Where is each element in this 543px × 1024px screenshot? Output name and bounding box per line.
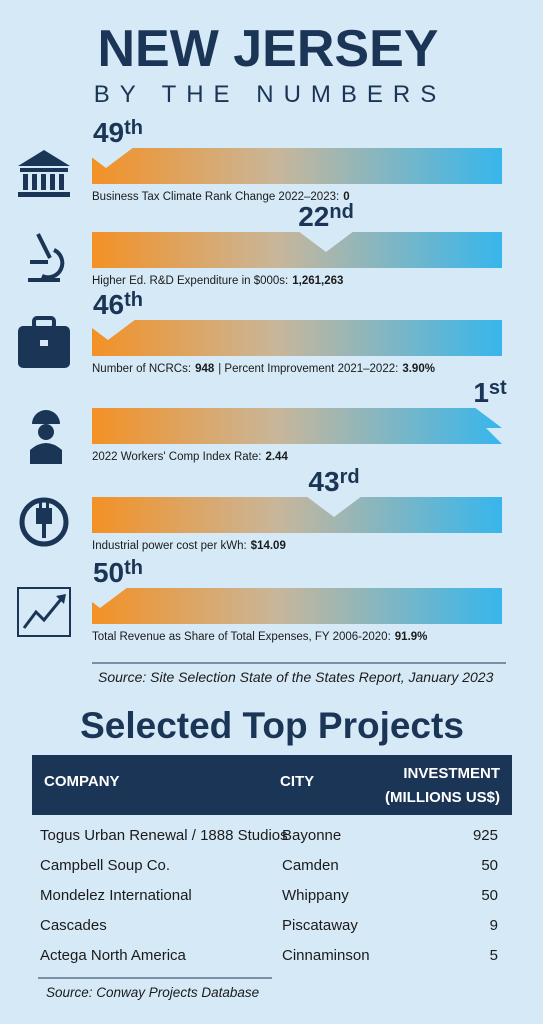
label-text: Higher Ed. R&D Expenditure in $000s: [92, 275, 288, 287]
rank: 46th [93, 289, 143, 320]
metric-label: Total Revenue as Share of Total Expenses… [92, 631, 427, 643]
label-text: 2022 Workers' Comp Index Rate: [92, 451, 261, 463]
label-text: | Percent Improvement 2021–2022: [218, 363, 398, 375]
label-value: $14.09 [251, 540, 286, 552]
city: Cinnaminson [282, 947, 370, 964]
rank-bar [92, 588, 502, 624]
label-text: Total Revenue as Share of Total Expenses… [92, 631, 391, 643]
metric-label: Business Tax Climate Rank Change 2022–20… [92, 191, 350, 203]
rank-notch [72, 587, 128, 608]
city: Bayonne [282, 827, 341, 844]
title: NEW JERSEY [98, 20, 439, 78]
icon-briefcase [18, 316, 70, 368]
rank: 22nd [298, 201, 354, 232]
rank-bar [92, 232, 502, 268]
label-text: Number of NCRCs: [92, 363, 191, 375]
company: Togus Urban Renewal / 1888 Studios [40, 827, 288, 844]
table-header-cell: CITY [280, 773, 314, 790]
rank-number: 43 [308, 466, 339, 497]
label-value: 0 [343, 191, 349, 203]
rank: 1st [473, 377, 507, 408]
rank-suffix: th [124, 557, 143, 579]
company: Mondelez International [40, 887, 192, 904]
investment: 925 [473, 827, 498, 844]
rank-notch [306, 496, 362, 517]
city: Camden [282, 857, 339, 874]
rank: 43rd [308, 466, 359, 497]
rank: 50th [93, 557, 143, 588]
rank-suffix: nd [329, 201, 353, 223]
table-header-cell: (MILLIONS US$) [385, 789, 500, 806]
table-header-cell: INVESTMENT [403, 765, 500, 782]
label-value: 948 [195, 363, 215, 375]
metric-label: Higher Ed. R&D Expenditure in $000s: 1,26… [92, 275, 343, 287]
investment: 50 [481, 857, 498, 874]
icon-bank [18, 150, 70, 197]
rank-suffix: th [124, 117, 143, 139]
rank-notch [298, 231, 354, 252]
rank-number: 1 [473, 377, 489, 408]
rank-notch [78, 147, 134, 168]
label-value: 91.9% [395, 631, 428, 643]
rank-number: 22 [298, 201, 329, 232]
metric-label: 2022 Workers' Comp Index Rate: 2.44 [92, 451, 288, 463]
company: Actega North America [40, 947, 187, 964]
label-text: Business Tax Climate Rank Change 2022–20… [92, 191, 339, 203]
rank-bar [92, 320, 502, 356]
rank-number: 50 [93, 557, 124, 588]
source: Source: Conway Projects Database [46, 985, 259, 1000]
source: Source: Site Selection State of the Stat… [98, 669, 494, 685]
city: Piscataway [282, 917, 358, 934]
investment: 5 [490, 947, 498, 964]
rank-bar [92, 408, 502, 444]
rank-number: 46 [93, 289, 124, 320]
company: Campbell Soup Co. [40, 857, 170, 874]
rank-bar [92, 148, 502, 184]
rank-bar [92, 497, 502, 533]
rank-notch [80, 319, 136, 340]
table-header-cell: COMPANY [44, 773, 120, 790]
label-text: Industrial power cost per kWh: [92, 540, 247, 552]
table-header [32, 755, 512, 815]
section-title: Selected Top Projects [80, 705, 464, 746]
investment: 50 [481, 887, 498, 904]
label-value: 2.44 [265, 451, 288, 463]
icon-worker [30, 410, 62, 464]
rank-suffix: rd [340, 466, 360, 488]
icon-microscope [28, 233, 65, 282]
rank-notch [474, 407, 530, 428]
rank-number: 49 [93, 117, 124, 148]
city: Whippany [282, 887, 349, 904]
label-value: 1,261,263 [292, 275, 343, 287]
rank: 49th [93, 117, 143, 148]
subtitle: BY THE NUMBERS [94, 81, 447, 108]
metric-label: Number of NCRCs: 948 | Percent Improvement… [92, 363, 435, 375]
rank-suffix: st [489, 377, 507, 399]
company: Cascades [40, 917, 107, 934]
investment: 9 [490, 917, 498, 934]
rank-suffix: th [124, 289, 143, 311]
rank-notch [486, 428, 503, 445]
table-body: Togus Urban Renewal / 1888 StudiosBayonn… [40, 827, 498, 964]
label-value: 3.90% [402, 363, 435, 375]
metric-label: Industrial power cost per kWh: $14.09 [92, 540, 286, 552]
icon-power [19, 497, 69, 547]
icon-chart [17, 587, 71, 637]
